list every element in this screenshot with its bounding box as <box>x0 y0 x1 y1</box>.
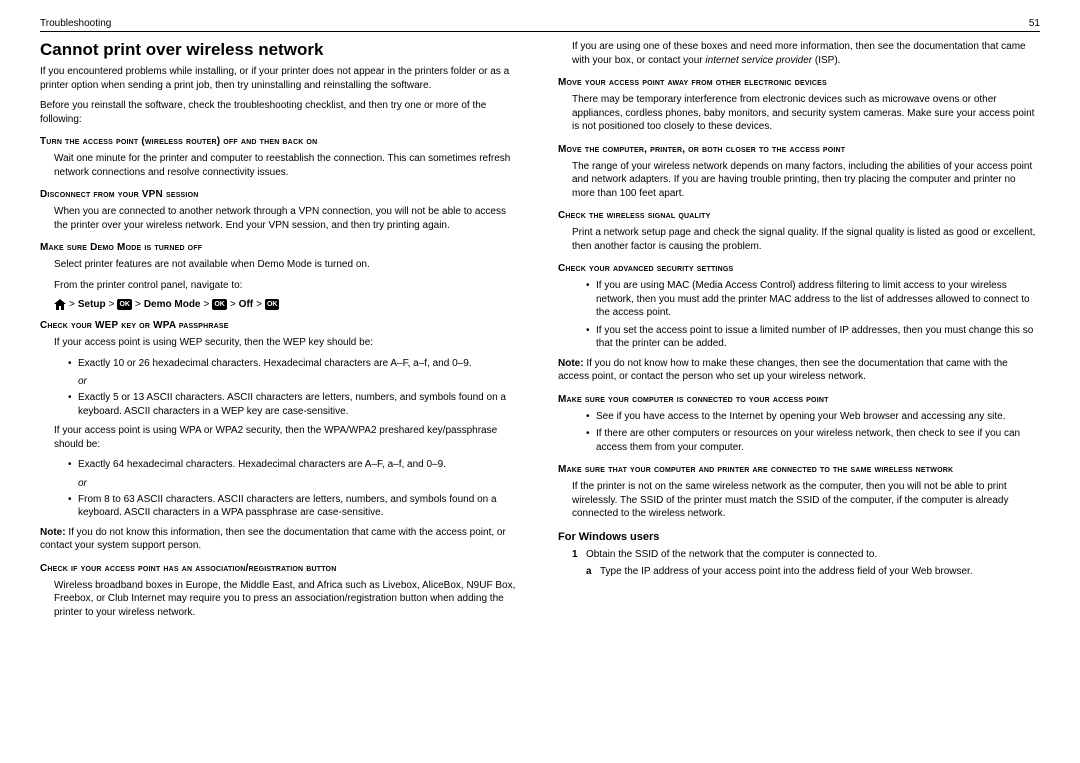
wpa-list: Exactly 64 hexadecimal characters. Hexad… <box>68 458 522 472</box>
header-page-number: 51 <box>1029 18 1040 29</box>
ok-icon: OK <box>117 299 132 310</box>
nav-setup: Setup <box>78 299 106 310</box>
subhead-move-ap: Move your access point away from other e… <box>558 77 1040 88</box>
step-text: Obtain the SSID of the network that the … <box>586 549 877 560</box>
body-wep-intro: If your access point is using WEP securi… <box>54 336 522 350</box>
note-label: Note: <box>558 358 584 369</box>
intro-paragraph-1: If you encountered problems while instal… <box>40 65 522 92</box>
nav-sep: > <box>109 299 115 310</box>
subhead-move-closer: Move the computer, printer, or both clos… <box>558 144 1040 155</box>
nav-off: Off <box>239 299 253 310</box>
body-demo-1: Select printer features are not availabl… <box>54 258 522 272</box>
page: Troubleshooting 51 Cannot print over wir… <box>0 0 1080 636</box>
list-item: From 8 to 63 ASCII characters. ASCII cha… <box>68 493 522 520</box>
content-columns: Cannot print over wireless network If yo… <box>40 40 1040 626</box>
list-item: Exactly 10 or 26 hexadecimal characters.… <box>68 357 522 371</box>
body-move-closer: The range of your wireless network depen… <box>572 160 1040 201</box>
subhead-wep-wpa: Check your WEP key or WPA passphrase <box>40 320 522 331</box>
subhead-advanced-security: Check your advanced security settings <box>558 263 1040 274</box>
substeps: Type the IP address of your access point… <box>586 565 1040 579</box>
body-association: Wireless broadband boxes in Europe, the … <box>54 579 522 620</box>
note-wep: Note: If you do not know this informatio… <box>40 526 522 553</box>
subhead-windows: For Windows users <box>558 531 1040 543</box>
section-title: Cannot print over wireless network <box>40 40 522 60</box>
or-text: or <box>78 376 522 387</box>
nav-sep: > <box>203 299 209 310</box>
nav-sep: > <box>256 299 262 310</box>
security-list: If you are using MAC (Media Access Contr… <box>586 279 1040 351</box>
list-item: If you are using MAC (Media Access Contr… <box>586 279 1040 320</box>
home-icon <box>54 299 66 310</box>
note-label: Note: <box>40 527 66 538</box>
nav-sep: > <box>230 299 236 310</box>
ok-icon: OK <box>265 299 280 310</box>
body-isp: If you are using one of these boxes and … <box>572 40 1040 67</box>
body-wpa-intro: If your access point is using WPA or WPA… <box>54 424 522 451</box>
step-item: Obtain the SSID of the network that the … <box>572 548 1040 579</box>
list-item: Exactly 64 hexadecimal characters. Hexad… <box>68 458 522 472</box>
body-signal: Print a network setup page and check the… <box>572 226 1040 253</box>
wpa-list-2: From 8 to 63 ASCII characters. ASCII cha… <box>68 493 522 520</box>
body-turn-off-ap: Wait one minute for the printer and comp… <box>54 152 522 179</box>
list-item: If you set the access point to issue a l… <box>586 324 1040 351</box>
subhead-association: Check if your access point has an associ… <box>40 563 522 574</box>
isp-italic: internet service provider <box>705 55 812 66</box>
list-item: Exactly 5 or 13 ASCII characters. ASCII … <box>68 391 522 418</box>
list-item: See if you have access to the Internet b… <box>586 410 1040 424</box>
subhead-computer-connected: Make sure your computer is connected to … <box>558 394 1040 405</box>
page-header: Troubleshooting 51 <box>40 18 1040 32</box>
body-demo-2: From the printer control panel, navigate… <box>54 279 522 293</box>
wep-list-2: Exactly 5 or 13 ASCII characters. ASCII … <box>68 391 522 418</box>
subhead-vpn: Disconnect from your VPN session <box>40 189 522 200</box>
or-text: or <box>78 478 522 489</box>
body-vpn: When you are connected to another networ… <box>54 205 522 232</box>
connected-list: See if you have access to the Internet b… <box>586 410 1040 455</box>
left-column: Cannot print over wireless network If yo… <box>40 40 522 626</box>
body-same-network: If the printer is not on the same wirele… <box>572 480 1040 521</box>
wep-list: Exactly 10 or 26 hexadecimal characters.… <box>68 357 522 371</box>
text-span: (ISP). <box>812 55 840 66</box>
subhead-signal: Check the wireless signal quality <box>558 210 1040 221</box>
nav-path: > Setup > OK > Demo Mode > OK > Off > OK <box>54 299 522 310</box>
nav-sep: > <box>69 299 75 310</box>
header-left: Troubleshooting <box>40 18 111 29</box>
substep-item: Type the IP address of your access point… <box>586 565 1040 579</box>
windows-steps: Obtain the SSID of the network that the … <box>572 548 1040 579</box>
ok-icon: OK <box>212 299 227 310</box>
note-text: If you do not know this information, the… <box>40 527 506 552</box>
nav-sep: > <box>135 299 141 310</box>
list-item: If there are other computers or resource… <box>586 427 1040 454</box>
nav-demo: Demo Mode <box>144 299 201 310</box>
subhead-demo-mode: Make sure Demo Mode is turned off <box>40 242 522 253</box>
subhead-turn-off-ap: Turn the access point (wireless router) … <box>40 136 522 147</box>
subhead-same-network: Make sure that your computer and printer… <box>558 464 1040 475</box>
note-text: If you do not know how to make these cha… <box>558 358 1008 383</box>
intro-paragraph-2: Before you reinstall the software, check… <box>40 99 522 126</box>
right-column: If you are using one of these boxes and … <box>558 40 1040 626</box>
body-move-ap: There may be temporary interference from… <box>572 93 1040 134</box>
note-security: Note: If you do not know how to make the… <box>558 357 1040 384</box>
